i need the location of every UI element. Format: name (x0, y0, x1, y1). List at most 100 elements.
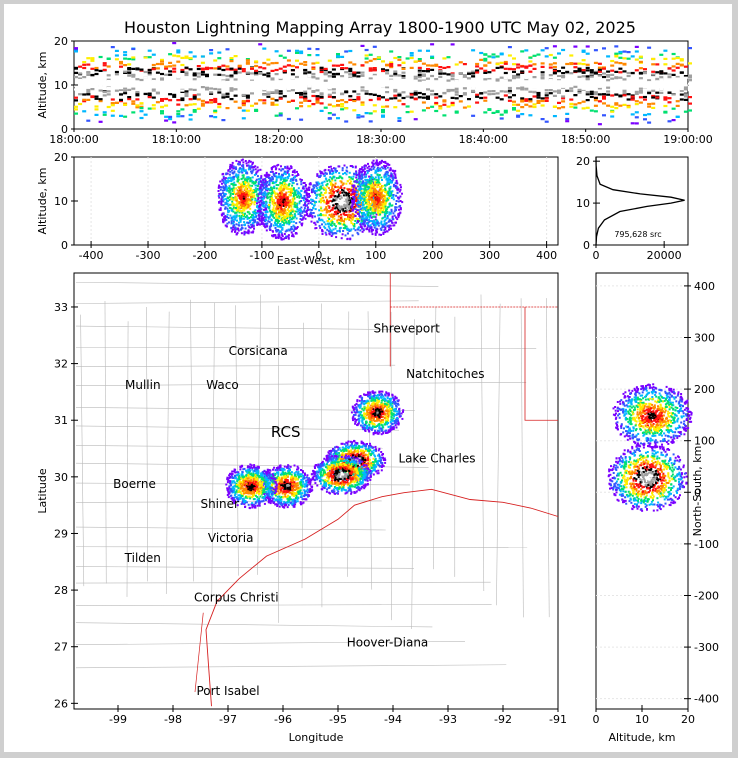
source-density-cell (359, 168, 362, 171)
source-density-cell (548, 86, 553, 89)
source-density-cell (503, 77, 508, 80)
source-density-cell (229, 74, 234, 77)
source-density-cell (355, 221, 358, 224)
source-density-cell (237, 71, 242, 74)
source-density-cell (385, 105, 390, 108)
source-density-cell (303, 88, 308, 91)
source-density-cell (683, 65, 688, 68)
source-density-cell (286, 171, 289, 174)
source-density-cell (655, 96, 660, 99)
source-density-cell (248, 166, 251, 169)
source-density-cell (333, 215, 336, 218)
source-density-cell (123, 89, 128, 92)
source-density-cell (597, 83, 602, 86)
source-density-cell (359, 199, 362, 202)
source-density-cell (606, 93, 611, 96)
source-density-cell (234, 211, 237, 214)
source-density-cell (315, 227, 318, 229)
source-density-cell (321, 230, 324, 233)
source-density-cell (333, 184, 336, 187)
source-density-cell (232, 203, 235, 206)
source-density-cell (323, 174, 326, 177)
source-density-cell (336, 64, 340, 67)
source-density-cell (172, 80, 177, 83)
source-density-cell (299, 77, 304, 80)
source-density-cell (279, 196, 282, 199)
source-density-cell (401, 67, 406, 70)
source-density-cell (409, 87, 414, 90)
source-density-cell (462, 87, 467, 90)
source-density-cell (239, 198, 242, 201)
source-density-cell (385, 84, 390, 87)
source-density-cell (151, 68, 156, 71)
source-density-cell (499, 86, 504, 89)
source-density-cell (241, 101, 246, 104)
source-density-cell (172, 67, 177, 70)
source-density-cell (532, 76, 537, 79)
source-density-cell (262, 204, 264, 207)
source-density-cell (300, 189, 303, 192)
source-density-cell (221, 178, 224, 181)
source-density-cell (282, 179, 285, 182)
source-density-cell (356, 196, 359, 199)
source-density-cell (234, 166, 237, 169)
source-density-cell (337, 211, 340, 214)
source-density-cell (614, 103, 619, 106)
source-density-cell (512, 107, 516, 110)
source-density-cell (487, 61, 492, 64)
source-density-cell (258, 201, 261, 204)
source-density-cell (304, 184, 307, 186)
source-density-cell (606, 90, 611, 93)
source-density-cell (458, 61, 463, 64)
source-density-cell (368, 84, 373, 87)
source-density-cell (272, 207, 275, 210)
source-density-cell (336, 195, 339, 198)
source-density-cell (229, 57, 234, 60)
source-density-cell (318, 218, 320, 221)
source-density-cell (344, 196, 347, 199)
source-density-cell (266, 92, 271, 95)
source-density-cell (323, 67, 328, 70)
source-density-cell (297, 194, 300, 197)
source-density-cell (274, 68, 279, 72)
source-density-cell (385, 91, 390, 94)
source-density-cell (626, 81, 631, 84)
source-density-cell (294, 227, 297, 230)
source-density-cell (569, 62, 574, 66)
source-density-cell (356, 86, 361, 89)
source-density-cell (338, 215, 341, 218)
source-density-cell (286, 203, 289, 206)
source-density-cell (147, 73, 152, 76)
source-density-cell (241, 109, 246, 112)
source-density-cell (369, 227, 372, 230)
source-density-cell (626, 57, 631, 60)
source-density-cell (304, 198, 307, 201)
source-density-cell (364, 81, 369, 84)
source-density-cell (280, 207, 283, 210)
source-density-cell (155, 82, 160, 85)
source-density-cell (520, 113, 525, 116)
source-density-cell (479, 87, 484, 90)
altitude-time-panel: 18:00:00 18:10:00 18:20:00 18:30:00 18:40:00… (36, 35, 713, 146)
source-density-cell (389, 85, 394, 88)
source-density-cell (131, 102, 136, 105)
source-density-cell (90, 86, 95, 89)
source-density-cell (319, 213, 322, 215)
source-density-cell (325, 189, 327, 192)
source-density-cell (222, 218, 224, 221)
source-density-cell (275, 178, 278, 181)
source-density-cell (483, 53, 488, 56)
source-density-cell (293, 205, 296, 208)
source-density-cell (589, 83, 594, 87)
source-density-cell (205, 78, 209, 81)
source-density-cell (462, 106, 467, 109)
source-density-cell (265, 208, 268, 211)
source-density-cell (232, 210, 235, 213)
source-density-cell (237, 67, 242, 70)
source-density-cell (209, 92, 214, 95)
source-density-cell (343, 164, 346, 167)
source-density-cell (350, 220, 353, 223)
source-density-cell (359, 229, 362, 232)
source-density-cell (561, 87, 566, 90)
source-density-cell (254, 184, 257, 187)
